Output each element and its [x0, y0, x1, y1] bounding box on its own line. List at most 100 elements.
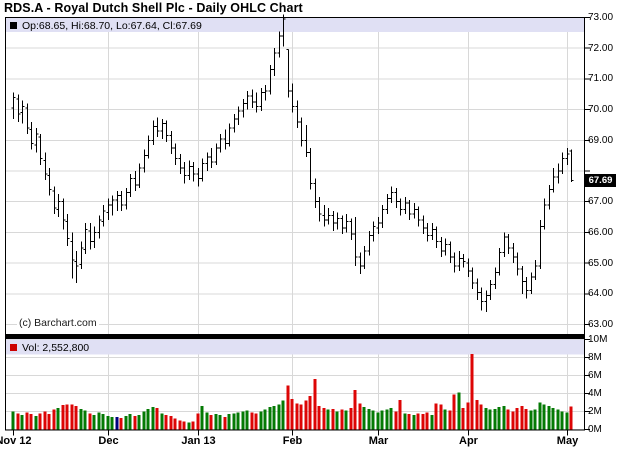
volume-bar: [529, 410, 533, 430]
volume-bar: [164, 415, 168, 430]
ohlc-legend-strip: [6, 18, 584, 32]
x-axis-month-label: May: [556, 435, 579, 447]
volume-bar: [335, 411, 339, 430]
volume-bar: [146, 408, 150, 430]
volume-axis-label: 6M: [588, 370, 602, 381]
volume-bar: [88, 413, 92, 430]
volume-axis-label: 0M: [588, 424, 602, 435]
volume-bar: [502, 406, 506, 430]
volume-bar: [556, 409, 560, 430]
volume-bar: [461, 407, 465, 430]
price-axis-label: 71.00: [588, 73, 614, 85]
pane-borders: [5, 17, 585, 431]
volume-bar: [488, 409, 492, 430]
volume-bar: [430, 415, 434, 430]
volume-bar: [452, 394, 456, 430]
ohlc-legend-text: Op:68.65, Hi:68.70, Lo:67.64, Cl:67.69: [22, 19, 202, 32]
volume-bar: [47, 414, 51, 430]
ohlc-legend-marker-icon: [10, 22, 17, 29]
volume-axis-label: 8M: [588, 352, 602, 363]
volume-bar: [182, 421, 186, 430]
volume-bar: [317, 406, 321, 430]
volume-bar: [565, 412, 569, 430]
volume-bar: [457, 392, 461, 430]
volume-bar: [524, 408, 528, 430]
volume-bar: [295, 403, 299, 430]
volume-bar: [331, 408, 335, 430]
gridlines: [5, 17, 585, 430]
volume-bar: [340, 409, 344, 430]
volume-bar: [443, 409, 447, 430]
volume-bar: [362, 407, 366, 430]
axis-ticks: [13, 17, 590, 436]
volume-bar: [493, 408, 497, 430]
volume-axis-label: 2M: [588, 406, 602, 417]
volume-bar: [263, 409, 267, 430]
volume-bar: [322, 407, 326, 430]
volume-bar: [268, 407, 272, 430]
volume-bar: [542, 404, 546, 430]
volume-bar: [97, 412, 101, 430]
volume-bar: [254, 413, 258, 430]
volume-bar: [538, 402, 542, 430]
volume-bar: [470, 353, 474, 430]
price-axis-label: 73.00: [588, 12, 614, 23]
volume-bar: [56, 407, 60, 430]
volume-bar: [214, 414, 218, 430]
volume-bar: [115, 416, 119, 430]
volume-bar: [34, 416, 38, 430]
volume-bar: [511, 411, 515, 430]
x-axis-month-label: Dec: [98, 435, 119, 447]
volume-bar: [421, 414, 425, 430]
volume-bar: [133, 416, 137, 430]
price-axis-label: 69.00: [588, 134, 614, 146]
volume-bar: [479, 404, 483, 430]
volume-bars: [11, 353, 573, 430]
volume-bar: [385, 409, 389, 430]
volume-bar: [277, 404, 281, 430]
volume-bar: [250, 412, 254, 430]
volume-bar: [416, 413, 420, 430]
volume-bar: [169, 416, 173, 430]
volume-bar: [326, 409, 330, 430]
volume-bar: [551, 407, 555, 430]
volume-bar: [533, 409, 537, 430]
volume-bar: [29, 414, 33, 430]
pane-separator: [5, 334, 585, 339]
page-title: RDS.A - Royal Dutch Shell Plc - Daily OH…: [4, 1, 303, 15]
volume-bar: [200, 406, 204, 430]
volume-bar: [205, 412, 209, 430]
volume-bar: [236, 412, 240, 430]
volume-bar: [20, 415, 24, 430]
volume-bar: [497, 407, 501, 430]
volume-bar: [61, 405, 65, 430]
current-price-badge: 67.69: [585, 174, 616, 187]
volume-bar: [124, 416, 128, 430]
x-axis-month-label: Jan 13: [181, 435, 216, 447]
volume-axis-label: 4M: [588, 388, 602, 399]
volume-bar: [187, 422, 191, 430]
volume-bar: [398, 399, 402, 430]
volume-bar: [232, 413, 236, 430]
volume-bar: [191, 421, 195, 430]
volume-bar: [241, 411, 245, 430]
volume-bar: [223, 416, 227, 430]
volume-bar: [70, 404, 74, 430]
volume-bar: [209, 415, 213, 430]
ohlc-legend: Op:68.65, Hi:68.70, Lo:67.64, Cl:67.69: [10, 19, 202, 32]
volume-bar: [466, 402, 470, 430]
volume-bar: [407, 414, 411, 430]
volume-bar: [38, 413, 42, 430]
volume-bar: [358, 403, 362, 430]
volume-bar: [560, 411, 564, 430]
volume-bar: [272, 406, 276, 430]
volume-bar: [371, 410, 375, 430]
volume-legend-strip: [6, 339, 584, 355]
volume-bar: [506, 409, 510, 430]
volume-bar: [178, 420, 182, 430]
copyright-watermark: (c) Barchart.com: [17, 317, 99, 329]
volume-bar: [160, 413, 164, 430]
volume-bar: [376, 412, 380, 430]
